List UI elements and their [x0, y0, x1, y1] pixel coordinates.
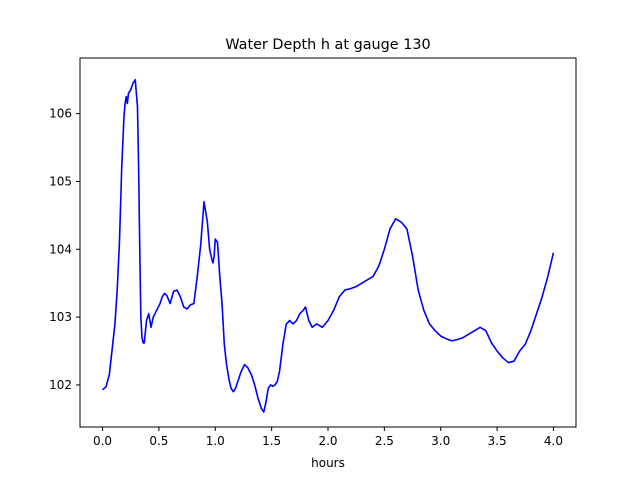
x-tick-label: 1.0 — [206, 434, 225, 448]
y-axis-ticks: 102 103 104 105 106 — [49, 107, 80, 392]
x-tick-label: 0.5 — [149, 434, 168, 448]
x-tick-label: 3.5 — [488, 434, 507, 448]
chart-title: Water Depth h at gauge 130 — [225, 37, 430, 53]
series-line-0 — [102, 78, 555, 413]
y-tick-label: 105 — [49, 174, 72, 188]
x-tick-label: 3.0 — [431, 434, 450, 448]
y-tick-label: 106 — [49, 107, 72, 121]
x-axis-ticks: 0.0 0.5 1.0 1.5 2.0 2.5 3.0 3.5 4.0 — [93, 427, 563, 448]
series-layer — [102, 78, 555, 413]
y-tick-label: 103 — [49, 310, 72, 324]
x-tick-label: 2.5 — [375, 434, 394, 448]
y-tick-label: 102 — [49, 378, 72, 392]
x-tick-label: 4.0 — [544, 434, 563, 448]
y-tick-label: 104 — [49, 242, 72, 256]
x-tick-label: 1.5 — [262, 434, 281, 448]
plot-frame — [79, 57, 577, 428]
x-axis-label: hours — [311, 456, 345, 470]
x-tick-label: 0.0 — [93, 434, 112, 448]
x-tick-label: 2.0 — [318, 434, 337, 448]
